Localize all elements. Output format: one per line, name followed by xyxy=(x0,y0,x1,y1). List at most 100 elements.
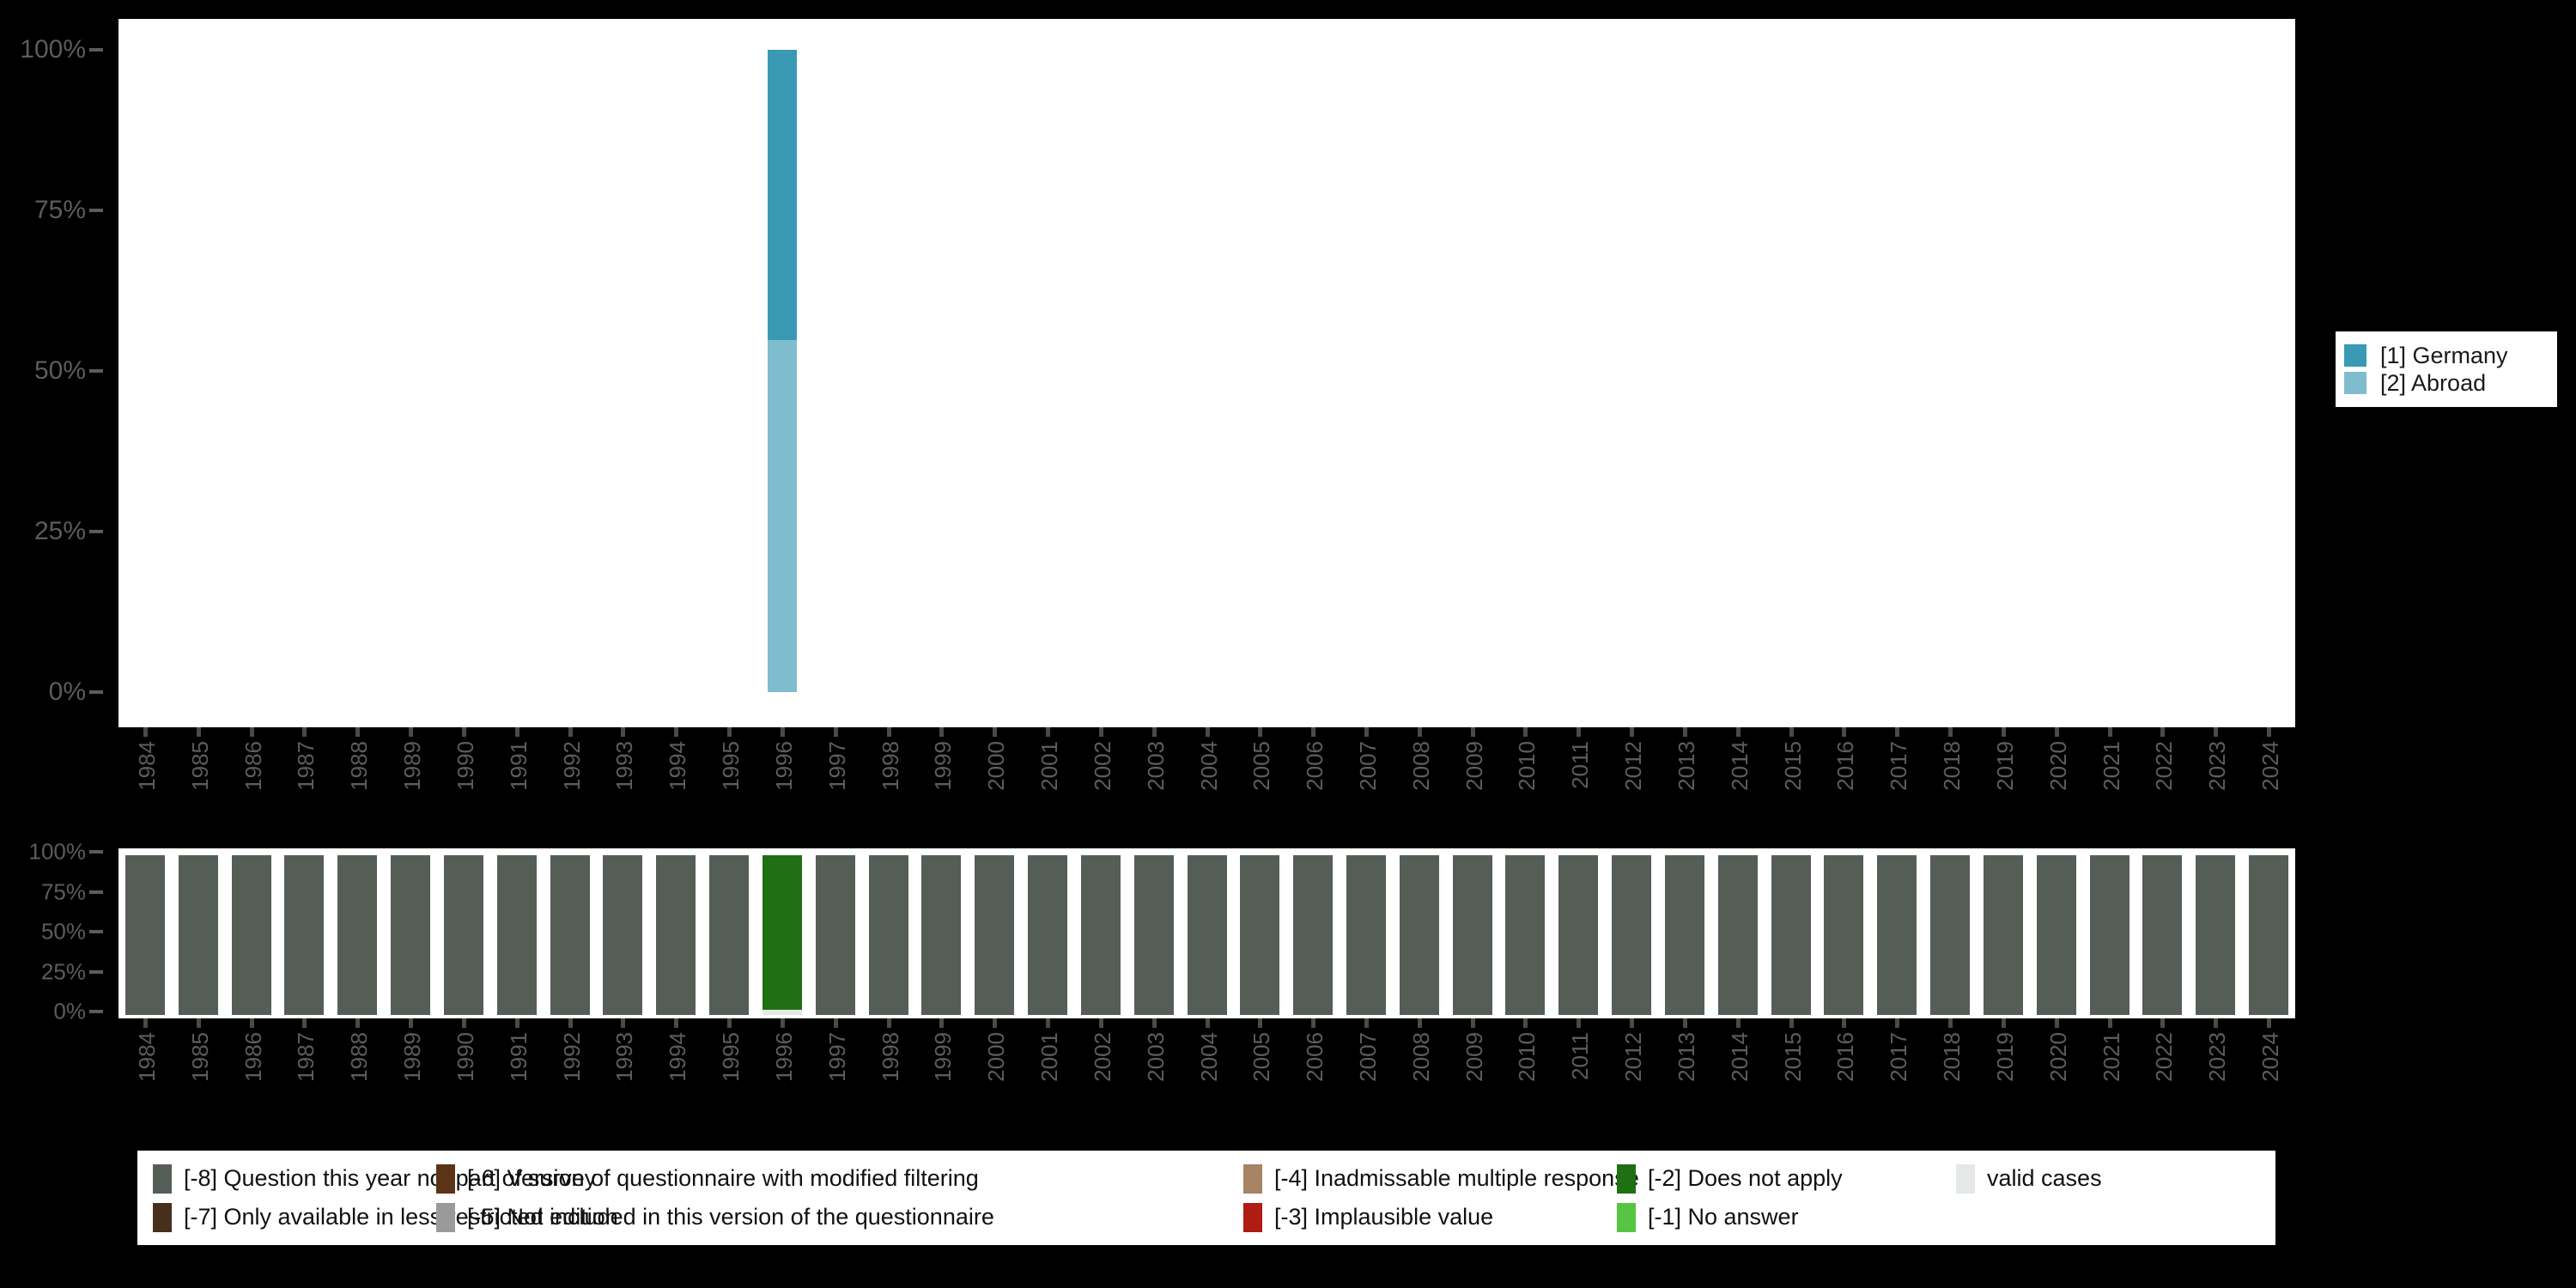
status-bar[interactable] xyxy=(2089,855,2129,1015)
status-bar-segment--8[interactable] xyxy=(496,855,537,1015)
status-bar-segment--8[interactable] xyxy=(1240,855,1280,1015)
status-legend-item[interactable]: [-5] Not included in this version of the… xyxy=(436,1198,994,1236)
status-bar[interactable] xyxy=(391,855,431,1015)
status-bar[interactable] xyxy=(1877,855,1917,1015)
status-bar[interactable] xyxy=(1187,855,1227,1015)
status-bar[interactable] xyxy=(921,855,962,1015)
status-bar[interactable] xyxy=(496,855,537,1015)
status-legend-item[interactable]: [-3] Implausible value xyxy=(1243,1198,1493,1236)
status-bar-segment--8[interactable] xyxy=(1664,855,1704,1015)
status-bar[interactable] xyxy=(1240,855,1280,1015)
status-bar-segment--8[interactable] xyxy=(1187,855,1227,1015)
status-bar-segment--8[interactable] xyxy=(1346,855,1386,1015)
status-legend-item[interactable]: [-2] Does not apply xyxy=(1617,1159,1843,1198)
status-bar[interactable] xyxy=(550,855,590,1015)
status-bar[interactable] xyxy=(1399,855,1439,1015)
status-bar-segment--8[interactable] xyxy=(1133,855,1174,1015)
status-bar-segment--8[interactable] xyxy=(709,855,750,1015)
status-bar-segment--8[interactable] xyxy=(391,855,431,1015)
series-legend-item[interactable]: [2] Abroad xyxy=(2344,369,2549,397)
status-legend-item[interactable]: [-4] Inadmissable multiple response xyxy=(1243,1159,1639,1198)
status-bar-segment--8[interactable] xyxy=(337,855,378,1015)
stacked-bar[interactable] xyxy=(767,50,797,692)
status-bar[interactable] xyxy=(231,855,271,1015)
status-bar[interactable] xyxy=(337,855,378,1015)
status-bar-segment--8[interactable] xyxy=(1505,855,1546,1015)
bar-segment-germany[interactable] xyxy=(767,50,797,341)
status-bar[interactable] xyxy=(1346,855,1386,1015)
status-bar-segment--8[interactable] xyxy=(2089,855,2129,1015)
status-bar-segment--8[interactable] xyxy=(1028,855,1067,1015)
status-bar[interactable] xyxy=(125,855,165,1015)
status-bar[interactable] xyxy=(443,855,483,1015)
status-bar-segment--8[interactable] xyxy=(603,855,643,1015)
status-bar-segment--8[interactable] xyxy=(231,855,271,1015)
status-bar[interactable] xyxy=(1133,855,1174,1015)
status-legend-item[interactable]: valid cases xyxy=(1956,1159,2102,1198)
status-bar[interactable] xyxy=(1717,855,1758,1015)
status-x-axis-tick-mark xyxy=(1098,1018,1103,1028)
status-bar-segment--8[interactable] xyxy=(443,855,483,1015)
status-bar-segment--8[interactable] xyxy=(1771,855,1811,1015)
status-bar[interactable] xyxy=(1293,855,1334,1015)
status-bar-segment--8[interactable] xyxy=(1612,855,1652,1015)
status-bar[interactable] xyxy=(2142,855,2183,1015)
status-bar[interactable] xyxy=(2196,855,2236,1015)
status-legend-item[interactable]: [-1] No answer xyxy=(1617,1198,1799,1236)
status-bar[interactable] xyxy=(709,855,750,1015)
status-bar[interactable] xyxy=(1452,855,1492,1015)
status-bar-segment--8[interactable] xyxy=(975,855,1015,1015)
status-bar-segment--8[interactable] xyxy=(1824,855,1864,1015)
status-bar[interactable] xyxy=(284,855,325,1015)
status-bar-segment--8[interactable] xyxy=(1293,855,1334,1015)
status-legend-item[interactable]: [-7] Only available in less restricted e… xyxy=(153,1198,618,1236)
status-bar[interactable] xyxy=(1930,855,1971,1015)
status-bar-segment--8[interactable] xyxy=(284,855,325,1015)
status-bar[interactable] xyxy=(656,855,696,1015)
status-bar-segment--8[interactable] xyxy=(1080,855,1121,1015)
status-bar[interactable] xyxy=(762,855,802,1015)
status-bar-segment--2[interactable] xyxy=(762,855,802,1011)
status-bar-segment--8[interactable] xyxy=(1983,855,2023,1015)
status-bar-segment--8[interactable] xyxy=(2036,855,2076,1015)
status-legend-item[interactable]: [-6] Version of questionnaire with modif… xyxy=(436,1159,979,1198)
status-bar[interactable] xyxy=(1558,855,1599,1015)
status-bar-segment--8[interactable] xyxy=(2249,855,2289,1015)
status-bar-segment--8[interactable] xyxy=(550,855,590,1015)
bar-segment-abroad[interactable] xyxy=(767,340,797,692)
status-bar[interactable] xyxy=(815,855,855,1015)
status-bar-segment--8[interactable] xyxy=(125,855,165,1015)
status-bar[interactable] xyxy=(975,855,1015,1015)
status-bar-segment--8[interactable] xyxy=(921,855,962,1015)
status-bar-segment--8[interactable] xyxy=(656,855,696,1015)
status-bar-segment--8[interactable] xyxy=(1930,855,1971,1015)
status-bar-segment--8[interactable] xyxy=(1717,855,1758,1015)
status-bar[interactable] xyxy=(1771,855,1811,1015)
status-bar-segment--8[interactable] xyxy=(868,855,908,1015)
status-bar-segment--8[interactable] xyxy=(1877,855,1917,1015)
status-bar[interactable] xyxy=(2249,855,2289,1015)
status-legend-item[interactable]: [-8] Question this year not part of surv… xyxy=(153,1159,596,1198)
status-x-axis-tick-label: 1996 xyxy=(770,1032,797,1082)
status-bar[interactable] xyxy=(1028,855,1067,1015)
status-bar-segment--8[interactable] xyxy=(1399,855,1439,1015)
status-bar-segment--8[interactable] xyxy=(178,855,218,1015)
status-bar-segment--8[interactable] xyxy=(1558,855,1599,1015)
status-bar-segment--8[interactable] xyxy=(2142,855,2183,1015)
status-bar[interactable] xyxy=(603,855,643,1015)
status-bar[interactable] xyxy=(1983,855,2023,1015)
status-bar-segment--8[interactable] xyxy=(1452,855,1492,1015)
status-bar[interactable] xyxy=(868,855,908,1015)
status-bar-segment-valid[interactable] xyxy=(762,1010,802,1015)
status-bar[interactable] xyxy=(1824,855,1864,1015)
status-bar[interactable] xyxy=(1612,855,1652,1015)
status-bar[interactable] xyxy=(1505,855,1546,1015)
status-bar-segment--8[interactable] xyxy=(815,855,855,1015)
series-legend-item[interactable]: [1] Germany xyxy=(2344,342,2549,369)
status-bar[interactable] xyxy=(2036,855,2076,1015)
status-bar[interactable] xyxy=(1664,855,1704,1015)
status-bar-segment--8[interactable] xyxy=(2196,855,2236,1015)
status-x-axis-tick-label: 2017 xyxy=(1886,1032,1912,1082)
status-bar[interactable] xyxy=(178,855,218,1015)
status-bar[interactable] xyxy=(1080,855,1121,1015)
